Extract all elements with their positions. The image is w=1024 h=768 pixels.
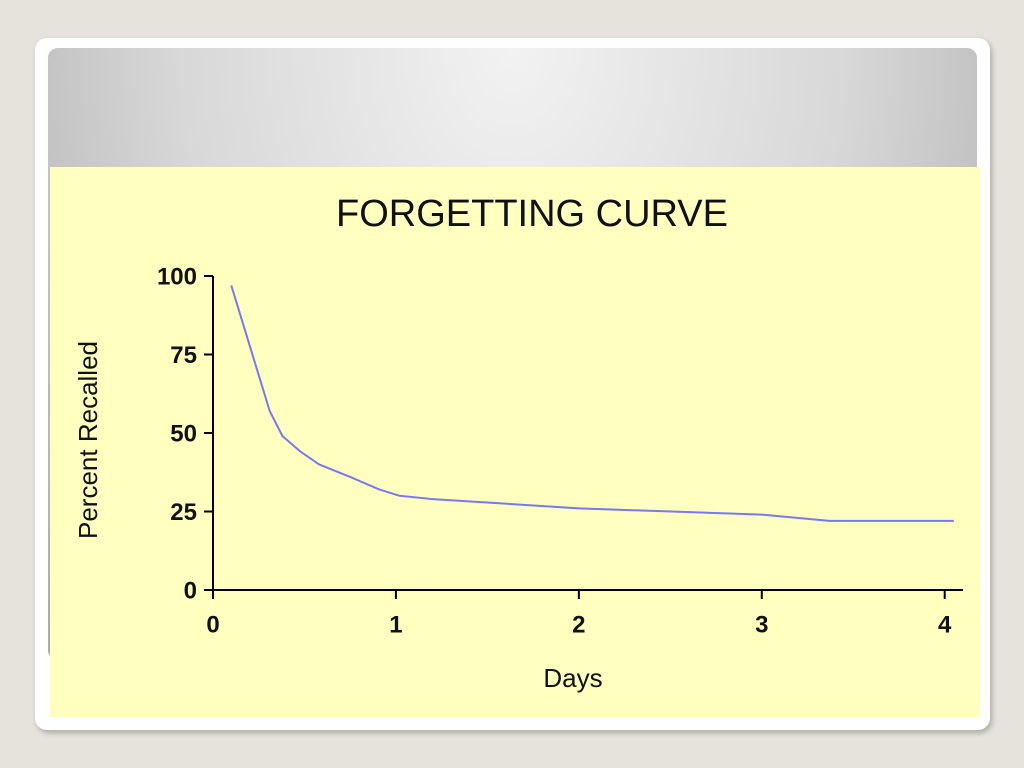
y-tick-label: 100 — [157, 263, 197, 290]
chart-title: FORGETTING CURVE — [336, 193, 728, 235]
y-tick-label: 0 — [184, 577, 197, 604]
chart-background — [50, 167, 980, 717]
x-tick-label: 1 — [389, 611, 402, 638]
chart: FORGETTING CURVE Percent Recalled Days 0… — [50, 167, 980, 717]
y-tick-label: 25 — [170, 499, 197, 526]
x-axis-label: Days — [543, 663, 602, 693]
x-tick-label: 0 — [206, 611, 219, 638]
data-line — [230, 285, 954, 522]
x-tick-label: 4 — [938, 611, 952, 638]
x-tick-label: 3 — [755, 611, 768, 638]
y-axis-label: Percent Recalled — [73, 341, 103, 539]
y-tick-label: 50 — [170, 420, 197, 447]
y-tick-label: 75 — [170, 342, 197, 369]
x-tick-label: 2 — [572, 611, 585, 638]
